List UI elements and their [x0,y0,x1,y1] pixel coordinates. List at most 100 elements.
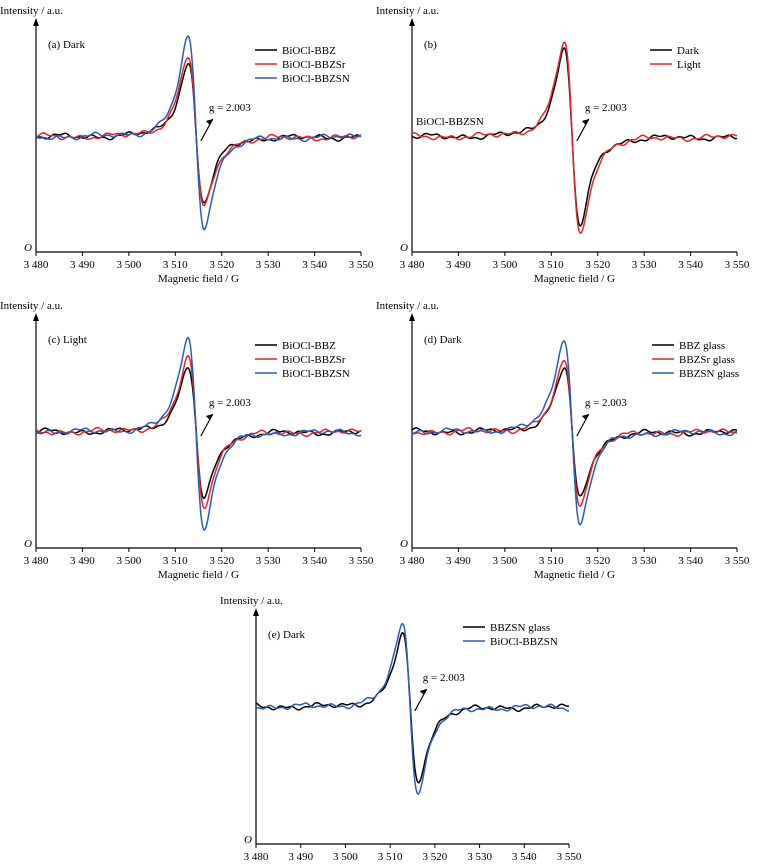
x-tick-label: 3 540 [512,851,537,863]
x-tick-label: 3 490 [70,555,95,567]
x-tick-label: 3 530 [256,259,281,271]
x-tick-label: 3 510 [163,555,188,567]
x-tick-label: 3 490 [446,259,471,271]
x-tick-label: 3 480 [24,259,49,271]
x-tick-label: 3 480 [24,555,49,567]
x-tick-label: 3 550 [557,851,582,863]
x-tick-label: 3 490 [446,555,471,567]
y-axis-label: Intensity / a.u. [220,595,283,607]
legend-entry: BiOCl-BBZSN [282,73,350,85]
sample-label: BiOCl-BBZSN [416,116,484,128]
x-tick-label: 3 500 [116,555,141,567]
legend-entry: BiOCl-BBZSN [490,636,558,648]
g-value-arrowhead [205,414,213,420]
panel-e: Intensity / a.u. O 3 480 3 490 3 500 3 510 3 5… [220,595,582,866]
panel-label: (b) [424,39,437,51]
legend-entry: Light [677,59,701,71]
x-tick-label: 3 520 [585,259,610,271]
y-axis-label: Intensity / a.u. [376,5,439,17]
g-value-annotation: g = 2.003 [585,397,627,409]
panel-label: (e) Dark [268,629,305,641]
y-axis-arrow [33,313,39,321]
g-value-annotation: g = 2.003 [209,102,251,114]
x-tick-label: 3 480 [400,555,425,567]
x-tick-label: 3 500 [116,259,141,271]
g-value-arrowhead [581,414,589,420]
x-tick-label: 3 540 [678,259,703,271]
series-line-biocl-bbzsn [255,622,570,795]
x-tick-label: 3 480 [244,851,269,863]
x-tick-label: 3 500 [333,851,358,863]
x-tick-label: 3 550 [349,259,374,271]
legend-entry: BBZ glass [679,340,725,352]
y-axis-arrow [33,18,39,26]
origin-label: O [24,242,32,254]
x-tick-label: 3 490 [288,851,313,863]
origin-label: O [24,538,32,550]
x-tick-label: 3 500 [492,259,517,271]
series-line-dark [412,47,738,227]
g-value-annotation: g = 2.003 [423,672,465,684]
x-tick-label: 3 550 [349,555,374,567]
y-axis-label: Intensity / a.u. [0,5,63,17]
x-tick-label: 3 510 [539,555,564,567]
panel-c: Intensity / a.u. O 3 480 3 490 3 500 3 510 3 5… [0,300,374,581]
x-axis-label: Magnetic field / G [534,569,615,581]
y-axis-arrow [253,608,259,616]
g-value-annotation: g = 2.003 [209,397,251,409]
series-line-biocl-bbzsn [35,35,361,231]
panel-label: (a) Dark [48,39,85,51]
legend-entry: BiOCl-BBZ [282,45,336,57]
x-tick-label: 3 550 [725,259,750,271]
panel-a: Intensity / a.u. O 3 480 3 490 3 500 3 510 3 5… [0,5,374,285]
x-tick-label: 3 540 [302,259,327,271]
x-tick-label: 3 550 [725,555,750,567]
x-tick-label: 3 510 [378,851,403,863]
y-axis-arrow [409,313,415,321]
g-value-arrowhead [419,689,427,695]
series-line-light [411,41,738,234]
y-axis-arrow [409,18,415,26]
x-axis-label: Magnetic field / G [158,569,239,581]
x-tick-label: 3 520 [209,259,234,271]
x-axis-label: Magnetic field / G [158,273,239,285]
panel-d: Intensity / a.u. O 3 480 3 490 3 500 3 510 3 5… [376,300,750,581]
series-line-biocl-bbzsn [36,336,362,531]
legend-entry: BBZSN glass [679,368,739,380]
x-tick-label: 3 540 [678,555,703,567]
x-tick-label: 3 480 [400,259,425,271]
x-tick-label: 3 530 [632,259,657,271]
g-value-arrowhead [205,119,213,125]
panel-label: (d) Dark [424,334,462,346]
g-value-annotation: g = 2.003 [585,102,627,114]
legend-entry: BiOCl-BBZSr [282,59,346,71]
origin-label: O [244,834,252,846]
origin-label: O [400,242,408,254]
x-tick-label: 3 510 [163,259,188,271]
series-line-bbzsn-glass [411,340,738,526]
g-value-arrowhead [581,119,589,125]
x-axis-label: Magnetic field / G [534,273,615,285]
x-tick-label: 3 510 [539,259,564,271]
x-tick-label: 3 520 [422,851,447,863]
legend-entry: BiOCl-BBZ [282,340,336,352]
x-tick-label: 3 530 [256,555,281,567]
x-tick-label: 3 490 [70,259,95,271]
x-tick-label: 3 520 [585,555,610,567]
legend-entry: Dark [677,45,699,57]
y-axis-label: Intensity / a.u. [376,300,439,312]
legend-entry: BiOCl-BBZSN [282,368,350,380]
legend-entry: BBZSN glass [490,622,550,634]
origin-label: O [400,538,408,550]
legend-entry: BBZSr glass [679,354,735,366]
panel-label: (c) Light [48,334,87,346]
x-tick-label: 3 530 [632,555,657,567]
x-tick-label: 3 520 [209,555,234,567]
legend-entry: BiOCl-BBZSr [282,354,346,366]
panel-b: Intensity / a.u. O 3 480 3 490 3 500 3 510 3 5… [376,5,750,285]
x-tick-label: 3 500 [492,555,517,567]
y-axis-label: Intensity / a.u. [0,300,63,312]
x-tick-label: 3 540 [302,555,327,567]
x-tick-label: 3 530 [467,851,492,863]
